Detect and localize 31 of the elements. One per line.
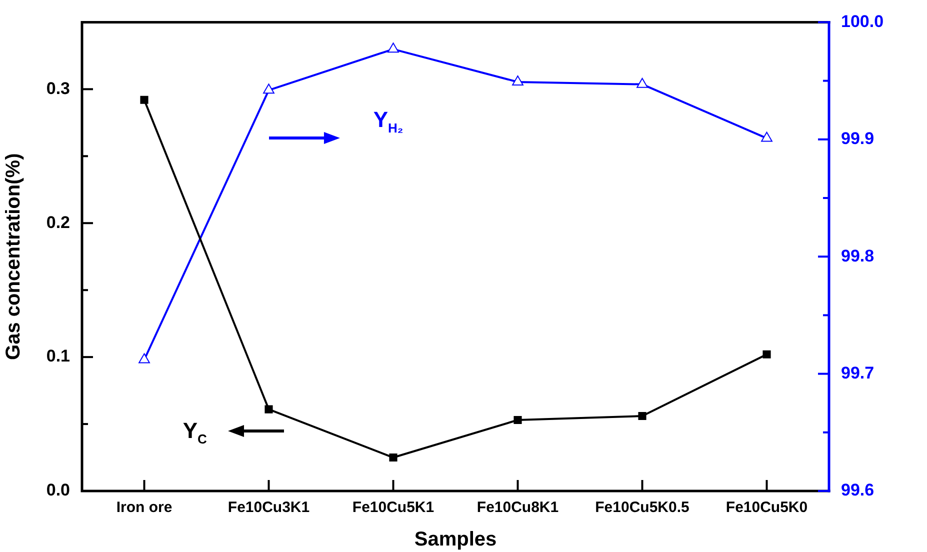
x-tick-label: Fe10Cu5K0.5: [595, 499, 690, 516]
x-tick-label: Fe10Cu5K0: [726, 499, 808, 516]
point: [514, 416, 522, 424]
legend-label: Y$_{C}$: [182, 418, 207, 447]
x-tick-label: Fe10Cu5K1: [352, 499, 434, 516]
y2-tick-label: 99.9: [841, 129, 874, 148]
y-tick-label: 0.1: [46, 346, 70, 366]
point: [140, 96, 148, 104]
x-axis-title: Samples: [414, 528, 497, 551]
x-tick-label: Fe10Cu3K1: [228, 499, 310, 516]
y2-tick-label: 100.0: [841, 12, 884, 31]
point: [264, 405, 273, 414]
y2-tick-label: 99.8: [841, 246, 874, 266]
point: [762, 350, 771, 358]
point: [636, 78, 648, 88]
y-axis-title: Gas concentration(%): [2, 153, 25, 360]
point: [512, 75, 524, 86]
point: [761, 132, 772, 142]
y2-tick-label: 99.7: [841, 363, 874, 382]
y-tick-label: 0.3: [46, 78, 70, 98]
y-tick-label: 0.2: [46, 212, 70, 232]
point: [388, 42, 399, 53]
point: [263, 84, 274, 94]
point: [638, 412, 646, 420]
point: [389, 453, 398, 462]
y-tick-label: 0.0: [46, 480, 70, 500]
y2-tick-label: 99.6: [841, 480, 874, 500]
point: [138, 353, 150, 364]
text: Y$_{H₂}$: [373, 106, 404, 136]
x-tick-label: Iron ore: [116, 499, 172, 516]
x-tick-label: Fe10Cu8K1: [476, 499, 559, 516]
